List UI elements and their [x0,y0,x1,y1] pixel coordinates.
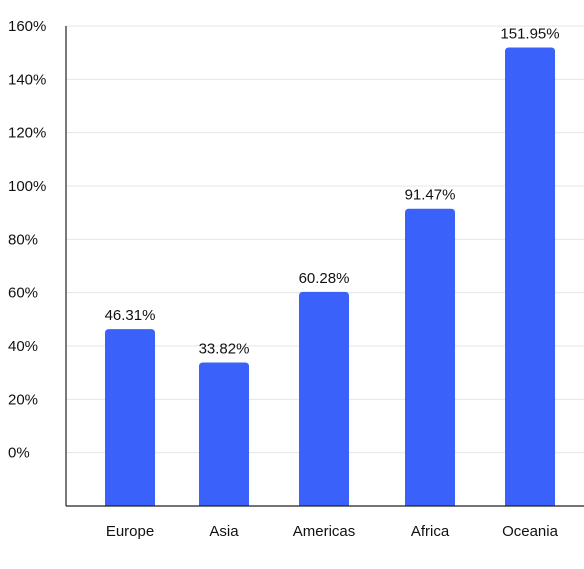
y-tick-label: 60% [8,285,38,302]
bars [105,47,555,506]
bar-africa [405,208,455,506]
bar-asia [199,362,249,506]
y-tick-label: 140% [8,71,46,88]
data-label-africa: 91.47% [405,187,456,204]
data-label-oceania: 151.95% [500,25,559,42]
bar-americas [299,291,349,506]
data-labels: 46.31% 33.82% 60.28% 91.47% 151.95% [105,25,560,357]
category-label-africa: Africa [411,523,450,540]
y-axis-ticks: 0% 20% 40% 60% 80% 100% 120% 140% 160% [8,18,46,462]
y-tick-label: 100% [8,178,46,195]
category-label-europe: Europe [106,523,154,540]
y-tick-label: 160% [8,18,46,35]
data-label-americas: 60.28% [299,270,350,287]
bar-oceania [505,47,555,506]
y-tick-label: 120% [8,125,46,142]
bar-europe [105,329,155,506]
data-label-asia: 33.82% [199,340,250,357]
category-label-oceania: Oceania [502,523,559,540]
category-label-asia: Asia [209,523,239,540]
category-label-americas: Americas [293,523,356,540]
data-label-europe: 46.31% [105,307,156,324]
y-tick-label: 0% [8,445,30,462]
y-tick-label: 40% [8,338,38,355]
y-tick-label: 80% [8,231,38,248]
category-labels: Europe Asia Americas Africa Oceania [106,523,559,540]
y-tick-label: 20% [8,391,38,408]
